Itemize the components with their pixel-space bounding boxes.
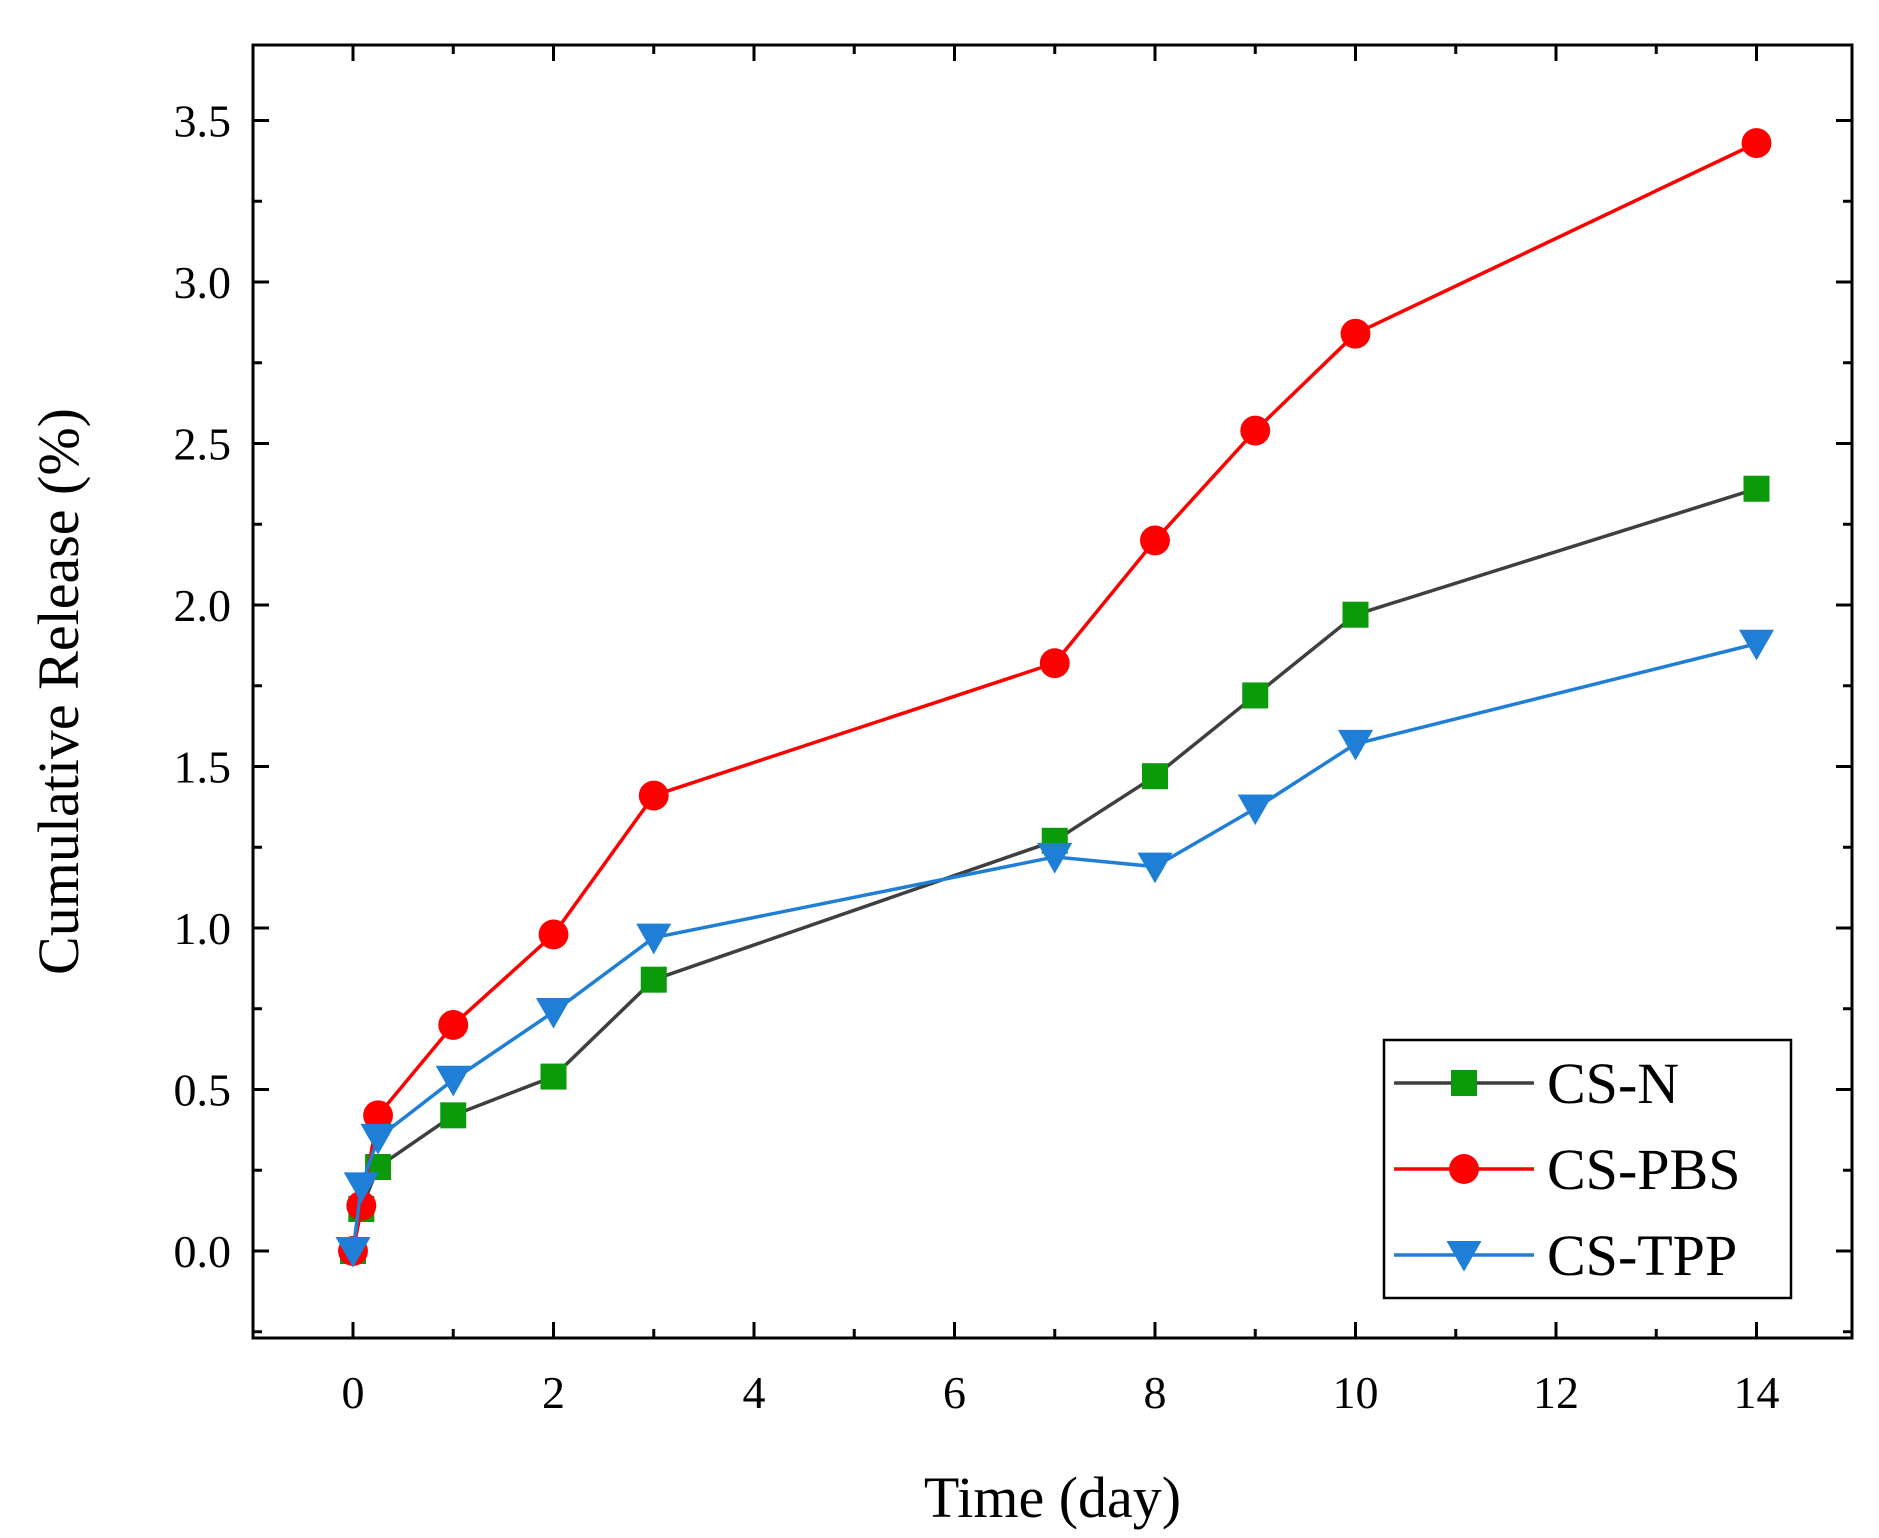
data-point [638,780,669,811]
data-point [1140,525,1170,556]
data-point [360,1123,396,1155]
data-point [1039,648,1070,679]
data-point [1342,601,1369,628]
x-tick-label: 6 [943,1367,966,1418]
legend-label: CS-N [1547,1051,1679,1116]
legend-marker [1446,1240,1482,1272]
x-tick-label: 0 [342,1367,365,1418]
data-point [1743,475,1770,502]
data-point [1337,729,1374,761]
x-tick-label: 4 [743,1367,766,1418]
y-tick-label: 0.5 [174,1065,232,1116]
legend-item-cs-pbs: CS-PBS [1394,1137,1740,1202]
legend-marker [1449,1154,1479,1184]
data-point [1738,629,1775,661]
data-point [440,1102,467,1129]
x-tick-label: 12 [1533,1367,1579,1418]
data-point [538,919,569,950]
x-tick-label: 14 [1734,1367,1780,1418]
data-point [1137,852,1173,884]
y-tick-label: 3.5 [174,96,232,147]
y-axis-label: Cumulative Release (%) [26,408,91,975]
x-tick-label: 2 [542,1367,565,1418]
legend-item-cs-n: CS-N [1394,1051,1679,1116]
series-layer [335,128,1775,1268]
x-axis-label: Time (day) [924,1465,1181,1530]
data-point [346,1190,377,1221]
data-point [1741,128,1772,159]
data-point [1240,415,1271,446]
data-point [1340,318,1371,349]
y-axis-ticks: 0.0 0.5 1.0 1.5 2.0 2.5 3.0 3.5 [174,96,1852,1334]
y-tick-label: 1.5 [174,742,232,793]
data-point [1242,682,1269,709]
legend-marker [1451,1070,1477,1096]
data-point [1037,842,1073,874]
y-tick-label: 2.0 [174,580,232,631]
plot-frame [251,43,1854,1340]
legend: CS-N CS-PBS CS-TPP [1382,1038,1793,1300]
data-point [636,923,672,955]
data-point [1142,763,1168,790]
data-point [335,1236,371,1268]
y-tick-label: 0.0 [174,1226,232,1277]
data-point [540,1063,567,1090]
y-tick-label: 2.5 [174,419,232,470]
y-tick-label: 3.0 [174,257,232,308]
data-point [438,1009,469,1040]
x-axis-ticks: 0 2 4 6 8 10 12 14 [342,45,1780,1418]
legend-label: CS-TPP [1547,1223,1737,1288]
data-point [435,1065,471,1097]
y-tick-label: 1.0 [174,903,232,954]
series-cs-pbs [338,128,1772,1266]
legend-label: CS-PBS [1547,1137,1740,1202]
x-tick-label: 10 [1333,1367,1379,1418]
data-point [640,966,667,993]
series-cs-tpp [335,629,1775,1268]
x-tick-label: 8 [1144,1367,1167,1418]
data-point [535,997,572,1029]
plot-border [251,43,1854,1340]
data-point [1237,794,1273,826]
legend-item-cs-tpp: CS-TPP [1394,1223,1737,1288]
data-point [363,1100,394,1131]
data-point [343,1172,379,1204]
